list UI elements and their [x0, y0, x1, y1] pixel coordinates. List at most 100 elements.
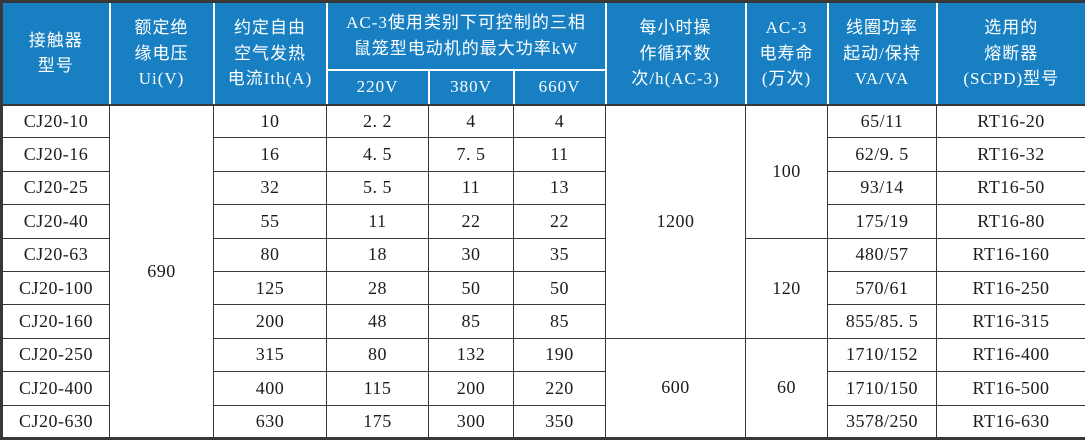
- cell-model: CJ20-25: [1, 170, 110, 206]
- cell-fuse: RT16-315: [936, 304, 1085, 339]
- cell-model: CJ20-100: [1, 270, 110, 306]
- cell-kw-380v: 30: [428, 237, 514, 272]
- cell-model: CJ20-10: [1, 103, 110, 139]
- header-cell-electrical-life: AC-3 电寿命 (万次): [744, 0, 829, 106]
- cell-electrical-life-merged: 100: [745, 104, 829, 239]
- cell-insulation-voltage-merged: 690: [109, 104, 214, 439]
- cell-coil-power: 65/11: [827, 103, 938, 139]
- cell-model: CJ20-63: [1, 237, 110, 272]
- cell-coil-power: 1710/150: [827, 371, 938, 406]
- cell-kw-380v: 11: [428, 170, 514, 206]
- cell-model: CJ20-400: [1, 371, 110, 406]
- cell-thermal-current: 16: [213, 137, 327, 172]
- cell-coil-power: 480/57: [827, 237, 938, 272]
- table-row: CJ20-10 690 10 2. 2 4 4 1200 100 65/11 R…: [1, 103, 1085, 439]
- cell-kw-660v: 13: [512, 170, 607, 206]
- cell-fuse: RT16-630: [936, 404, 1085, 440]
- cell-kw-380v: 7. 5: [428, 137, 514, 172]
- cell-coil-power: 62/9. 5: [827, 137, 938, 172]
- header-cell-coil-power: 线圈功率 起动/保持 VA/VA: [826, 0, 938, 106]
- cell-thermal-current: 10: [213, 103, 327, 139]
- table-row: CJ20-16 16 4. 5 7. 5 11 62/9. 5 RT16-32: [1, 137, 1085, 172]
- cell-thermal-current: 125: [213, 270, 327, 306]
- header-cell-380v: 380V: [427, 68, 515, 106]
- cell-operating-cycles-merged: 600: [605, 337, 747, 440]
- table-row: CJ20-25 32 5. 5 11 13 93/14 RT16-50: [1, 170, 1085, 206]
- cell-fuse: RT16-32: [936, 137, 1085, 172]
- cell-fuse: RT16-400: [936, 337, 1085, 373]
- cell-thermal-current: 200: [213, 304, 327, 339]
- cell-kw-660v: 350: [512, 404, 607, 440]
- header-cell-operating-cycles: 每小时操 作循环数 次/h(AC-3): [604, 0, 747, 106]
- cell-coil-power: 855/85. 5: [827, 304, 938, 339]
- cell-fuse: RT16-500: [936, 371, 1085, 406]
- cell-coil-power: 570/61: [827, 270, 938, 306]
- cell-fuse: RT16-160: [936, 237, 1085, 272]
- cell-model: CJ20-40: [1, 204, 110, 239]
- cell-kw-220v: 80: [326, 337, 429, 373]
- header-row-1: 接触器 型号 额定绝 缘电压 Ui(V) 约定自由 空气发热 电流Ith(A) …: [0, 0, 1085, 106]
- cell-kw-380v: 22: [428, 204, 514, 239]
- cell-kw-220v: 175: [326, 404, 429, 440]
- cell-kw-380v: 50: [428, 270, 514, 306]
- cell-model: CJ20-160: [1, 304, 110, 339]
- cell-thermal-current: 400: [213, 371, 327, 406]
- header-cell-kw-group: AC-3使用类别下可控制的三相 鼠笼型电动机的最大功率kW: [325, 0, 607, 71]
- cell-kw-660v: 220: [512, 371, 607, 406]
- cell-fuse: RT16-250: [936, 270, 1085, 306]
- table-header: 接触器 型号 额定绝 缘电压 Ui(V) 约定自由 空气发热 电流Ith(A) …: [0, 0, 1085, 106]
- cell-kw-380v: 4: [428, 103, 514, 139]
- header-cell-model: 接触器 型号: [0, 0, 111, 106]
- cell-thermal-current: 315: [213, 337, 327, 373]
- cell-thermal-current: 55: [213, 204, 327, 239]
- cell-kw-660v: 50: [512, 270, 607, 306]
- table-row: CJ20-250 315 80 132 190 600 60 1710/152 …: [1, 337, 1085, 440]
- cell-kw-220v: 18: [326, 237, 429, 272]
- cell-kw-380v: 132: [428, 337, 514, 373]
- header-cell-fuse: 选用的 熔断器 (SCPD)型号: [935, 0, 1085, 106]
- cell-model: CJ20-250: [1, 337, 110, 373]
- cell-kw-220v: 11: [326, 204, 429, 239]
- header-cell-thermal-current: 约定自由 空气发热 电流Ith(A): [212, 0, 328, 106]
- cell-model: CJ20-16: [1, 137, 110, 172]
- cell-kw-660v: 4: [512, 103, 607, 139]
- cell-operating-cycles-merged: 1200: [605, 104, 747, 339]
- cell-kw-220v: 115: [326, 371, 429, 406]
- cell-thermal-current: 630: [213, 404, 327, 440]
- cell-thermal-current: 32: [213, 170, 327, 206]
- cell-kw-660v: 11: [512, 137, 607, 172]
- cell-thermal-current: 80: [213, 237, 327, 272]
- cell-coil-power: 175/19: [827, 204, 938, 239]
- cell-kw-660v: 190: [512, 337, 607, 373]
- cell-model: CJ20-630: [1, 404, 110, 440]
- cell-kw-660v: 85: [512, 304, 607, 339]
- cell-kw-220v: 48: [326, 304, 429, 339]
- header-cell-insulation-voltage: 额定绝 缘电压 Ui(V): [108, 0, 215, 106]
- table-row: CJ20-160 200 48 85 85 855/85. 5 RT16-315: [1, 304, 1085, 339]
- cell-kw-220v: 5. 5: [326, 170, 429, 206]
- table-row: CJ20-630 630 175 300 350 3578/250 RT16-6…: [1, 404, 1085, 440]
- cell-electrical-life-merged: 120: [745, 237, 829, 339]
- cell-kw-660v: 22: [512, 204, 607, 239]
- cell-kw-380v: 200: [428, 371, 514, 406]
- cell-kw-380v: 300: [428, 404, 514, 440]
- cell-fuse: RT16-50: [936, 170, 1085, 206]
- cell-fuse: RT16-20: [936, 103, 1085, 139]
- cell-fuse: RT16-80: [936, 204, 1085, 239]
- cell-kw-220v: 4. 5: [326, 137, 429, 172]
- header-cell-660v: 660V: [512, 68, 607, 106]
- header-cell-220v: 220V: [325, 68, 430, 106]
- cell-kw-380v: 85: [428, 304, 514, 339]
- cell-electrical-life-merged: 60: [745, 337, 829, 440]
- header-row-2: 220V 380V 660V: [2, 68, 1085, 106]
- cell-coil-power: 1710/152: [827, 337, 938, 373]
- cell-kw-220v: 2. 2: [326, 103, 429, 139]
- cell-kw-220v: 28: [326, 270, 429, 306]
- cell-coil-power: 93/14: [827, 170, 938, 206]
- table-body: CJ20-10 690 10 2. 2 4 4 1200 100 65/11 R…: [1, 103, 1085, 440]
- table-row: CJ20-63 80 18 30 35 120 480/57 RT16-160: [1, 237, 1085, 339]
- cell-coil-power: 3578/250: [827, 404, 938, 440]
- cell-kw-660v: 35: [512, 237, 607, 272]
